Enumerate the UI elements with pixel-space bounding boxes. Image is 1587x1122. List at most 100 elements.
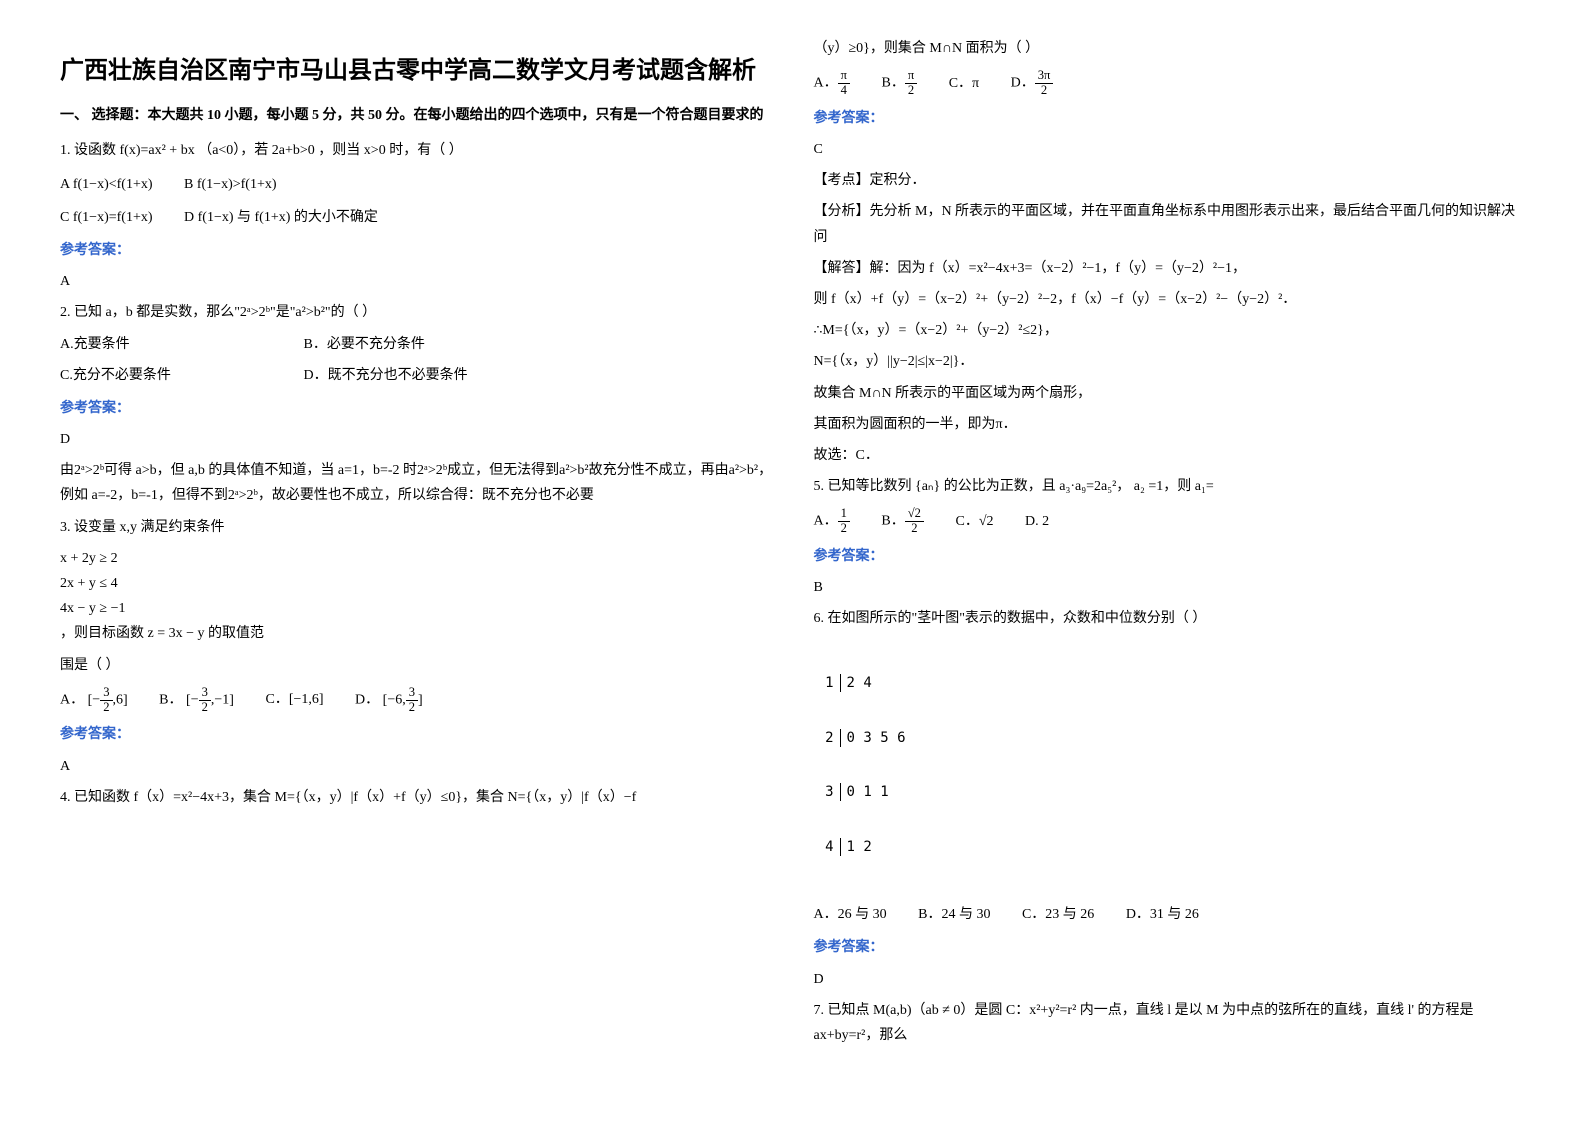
q3-opt-a: A． [−32,6] bbox=[60, 686, 128, 715]
q3c-text: [−1,6] bbox=[289, 692, 324, 707]
q3-case3: 4x − y ≥ −1 bbox=[60, 596, 774, 621]
q3-opt-b: B． [−32,−1] bbox=[159, 686, 234, 715]
stem-leaf-plot: 12 4 20 3 5 6 30 1 1 41 2 bbox=[814, 638, 1528, 893]
q5b-num: √2 bbox=[905, 507, 924, 522]
q1-options-row1: A f(1−x)<f(1+x) B f(1−x)>f(1+x) bbox=[60, 172, 774, 197]
q4-solve-l7: 故选：C． bbox=[814, 443, 1528, 468]
q3-answer-label: 参考答案： bbox=[60, 722, 774, 747]
q4-opt-d: D．3π2 bbox=[1011, 69, 1054, 98]
sl-stem-2: 3 bbox=[814, 783, 841, 801]
q5-answer: B bbox=[814, 575, 1528, 600]
q1-opt-b-text: f(1−x)>f(1+x) bbox=[197, 177, 277, 192]
q3-case2: 2x + y ≤ 4 bbox=[60, 571, 774, 596]
q2-options-row2: C.充分不必要条件 D．既不充分也不必要条件 bbox=[60, 363, 774, 388]
q7-stem: 7. 已知点 M(a,b)（ab ≠ 0）是圆 C：x²+y²=r² 内一点，直… bbox=[814, 998, 1528, 1048]
q6-opt-d: D．31 与 26 bbox=[1126, 902, 1199, 927]
q3d-num: 3 bbox=[406, 686, 418, 701]
q4-answer-label: 参考答案： bbox=[814, 106, 1528, 131]
q6-opt-a: A．26 与 30 bbox=[814, 902, 887, 927]
q4-options: A．π4 B．π2 C．π D．3π2 bbox=[814, 69, 1528, 98]
q3b-den: 2 bbox=[199, 701, 211, 715]
q2-opt-c: C.充分不必要条件 bbox=[60, 363, 300, 388]
q4-cont: （y）≥0}，则集合 M∩N 面积为（ ） bbox=[814, 36, 1528, 61]
q1-options-row2: C f(1−x)=f(1+x) D f(1−x) 与 f(1+x) 的大小不确定 bbox=[60, 205, 774, 230]
q1-answer-label: 参考答案： bbox=[60, 238, 774, 263]
q3a-den: 2 bbox=[100, 701, 112, 715]
q4-analysis: 【分析】先分析 M，N 所表示的平面区域，并在平面直角坐标系中用图形表示出来，最… bbox=[814, 199, 1528, 249]
q3-stem-a: 3. 设变量 x,y 满足约束条件 bbox=[60, 520, 225, 535]
sl-leaf-1: 0 3 5 6 bbox=[841, 729, 906, 747]
q1-stem: 1. 设函数 f(x)=ax² + bx （a<0），若 2a+b>0 ，则当 … bbox=[60, 138, 774, 163]
q2-stem: 2. 已知 a，b 都是实数，那么"2ᵃ>2ᵇ"是"a²>b²"的（ ） bbox=[60, 300, 774, 325]
sl-leaf-0: 2 4 bbox=[841, 674, 872, 692]
q3-stem-c: 围是（ ） bbox=[60, 653, 774, 678]
left-column: 广西壮族自治区南宁市马山县古零中学高二数学文月考试题含解析 一、 选择题：本大题… bbox=[40, 30, 794, 1092]
q3-answer: A bbox=[60, 754, 774, 779]
q4-opt-c: C．π bbox=[949, 71, 979, 96]
q3-opt-d: D． [−6,32] bbox=[355, 686, 423, 715]
q4b-num: π bbox=[905, 69, 917, 84]
q5c-text: √2 bbox=[979, 514, 994, 529]
sl-leaf-2: 0 1 1 bbox=[841, 783, 889, 801]
q5-opt-d: D. 2 bbox=[1025, 509, 1049, 534]
q3-case1: x + 2y ≥ 2 bbox=[60, 546, 774, 571]
q3a-right: ,6 bbox=[113, 692, 124, 707]
q4a-den: 4 bbox=[838, 84, 850, 98]
q5a-den: 2 bbox=[838, 522, 850, 536]
q1-opt-a-text: f(1−x)<f(1+x) bbox=[73, 177, 153, 192]
q2-explain: 由2ᵃ>2ᵇ可得 a>b，但 a,b 的具体值不知道，当 a=1，b=-2 时2… bbox=[60, 458, 774, 508]
q6-stem: 6. 在如图所示的"茎叶图"表示的数据中，众数和中位数分别（ ） bbox=[814, 606, 1528, 631]
sl-leaf-3: 1 2 bbox=[841, 838, 872, 856]
q1-opt-d-text: f(1−x) 与 f(1+x) 的大小不确定 bbox=[198, 210, 378, 225]
q4-stem: 4. 已知函数 f（x）=x²−4x+3，集合 M={（x，y）|f（x）+f（… bbox=[60, 785, 774, 810]
q1-answer: A bbox=[60, 269, 774, 294]
doc-title: 广西壮族自治区南宁市马山县古零中学高二数学文月考试题含解析 bbox=[60, 50, 774, 93]
q1-opt-c: C f(1−x)=f(1+x) bbox=[60, 205, 153, 230]
q4-exam-point: 【考点】定积分． bbox=[814, 168, 1528, 193]
q2-opt-a: A.充要条件 bbox=[60, 332, 300, 357]
q1-opt-c-text: f(1−x)=f(1+x) bbox=[73, 210, 153, 225]
q2-opt-d: D．既不充分也不必要条件 bbox=[304, 368, 468, 383]
q1-opt-b: B f(1−x)>f(1+x) bbox=[184, 172, 277, 197]
q4-solve-l4: N={（x，y）||y−2|≤|x−2|}． bbox=[814, 349, 1528, 374]
q5-opt-b: B．√22 bbox=[881, 507, 924, 536]
q4a-num: π bbox=[838, 69, 850, 84]
right-column: （y）≥0}，则集合 M∩N 面积为（ ） A．π4 B．π2 C．π D．3π… bbox=[794, 30, 1548, 1092]
sl-stem-1: 2 bbox=[814, 729, 841, 747]
sl-stem-0: 1 bbox=[814, 674, 841, 692]
q3b-right: ,−1 bbox=[211, 692, 229, 707]
q4-answer: C bbox=[814, 137, 1528, 162]
q1-opt-a: A f(1−x)<f(1+x) bbox=[60, 172, 153, 197]
q4d-den: 2 bbox=[1035, 84, 1054, 98]
section1-heading: 一、 选择题：本大题共 10 小题，每小题 5 分，共 50 分。在每小题给出的… bbox=[60, 103, 774, 128]
q4-solve-l2: 则 f（x）+f（y）=（x−2）²+（y−2）²−2，f（x）−f（y）=（x… bbox=[814, 287, 1528, 312]
q5a-num: 1 bbox=[838, 507, 850, 522]
q4-solve-l6: 其面积为圆面积的一半，即为π． bbox=[814, 412, 1528, 437]
q3d-left: −6, bbox=[387, 692, 405, 707]
q4c-text: π bbox=[972, 76, 979, 91]
q3d-den: 2 bbox=[406, 701, 418, 715]
q2-answer: D bbox=[60, 427, 774, 452]
q4d-num: 3π bbox=[1035, 69, 1054, 84]
q2-options-row1: A.充要条件 B．必要不充分条件 bbox=[60, 332, 774, 357]
q2-opt-b: B．必要不充分条件 bbox=[304, 337, 425, 352]
q3-opt-c: C．[−1,6] bbox=[265, 687, 323, 712]
q4-solve-l5: 故集合 M∩N 所表示的平面区域为两个扇形， bbox=[814, 381, 1528, 406]
q4-solve-l1: 【解答】解：因为 f（x）=x²−4x+3=（x−2）²−1，f（y）=（y−2… bbox=[814, 256, 1528, 281]
page: 广西壮族自治区南宁市马山县古零中学高二数学文月考试题含解析 一、 选择题：本大题… bbox=[0, 0, 1587, 1122]
q2-answer-label: 参考答案： bbox=[60, 396, 774, 421]
q5-opt-c: C．√2 bbox=[955, 509, 993, 534]
q3-stem: 3. 设变量 x,y 满足约束条件 bbox=[60, 515, 774, 540]
q5-opt-a: A．12 bbox=[814, 507, 850, 536]
q3a-num: 3 bbox=[100, 686, 112, 701]
q5b-den: 2 bbox=[905, 522, 924, 536]
q6-answer-label: 参考答案： bbox=[814, 935, 1528, 960]
q6-opt-c: C．23 与 26 bbox=[1022, 902, 1094, 927]
q6-answer: D bbox=[814, 967, 1528, 992]
q6-opt-b: B．24 与 30 bbox=[918, 902, 990, 927]
q3-stem-b: ，则目标函数 z = 3x − y 的取值范 bbox=[60, 626, 264, 641]
q5-options: A．12 B．√22 C．√2 D. 2 bbox=[814, 507, 1528, 536]
q1-opt-d: D f(1−x) 与 f(1+x) 的大小不确定 bbox=[184, 205, 378, 230]
q4-opt-b: B．π2 bbox=[881, 69, 917, 98]
sl-stem-3: 4 bbox=[814, 838, 841, 856]
